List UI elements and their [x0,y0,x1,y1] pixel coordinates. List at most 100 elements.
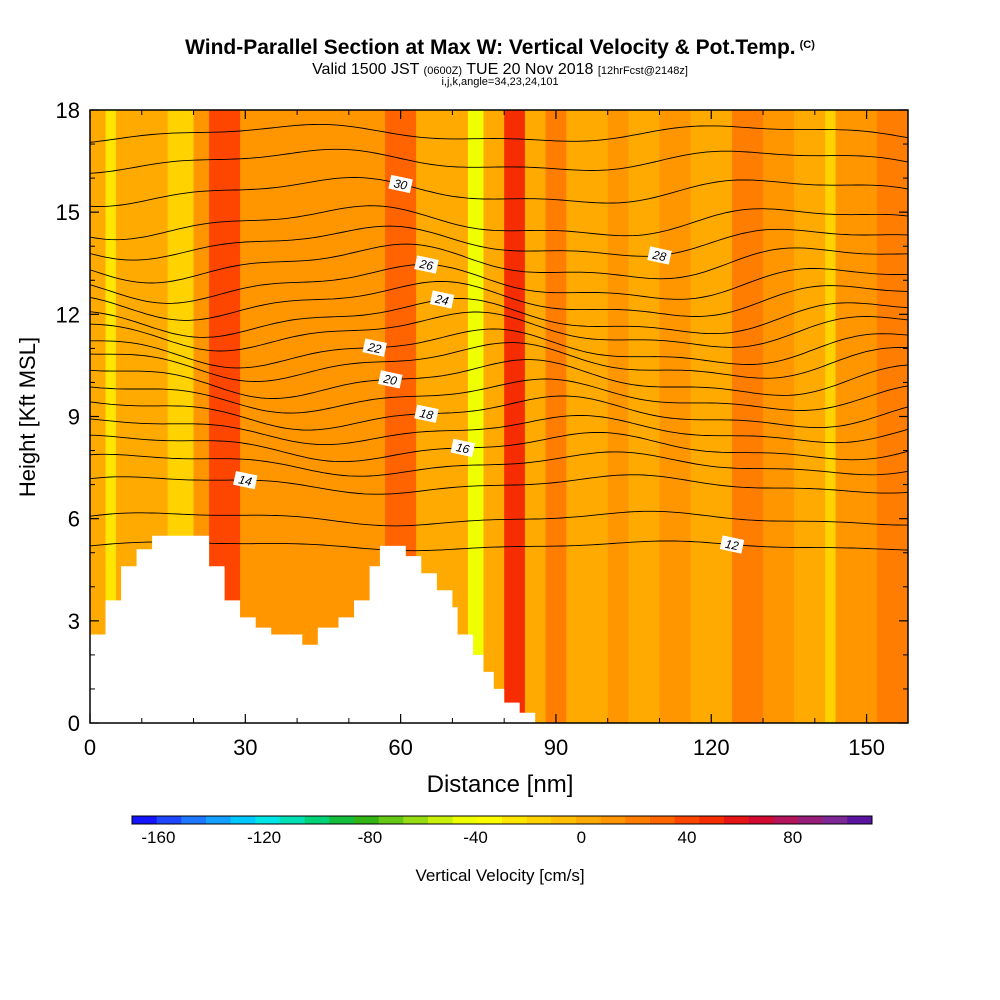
colorbar-swatch [724,816,749,824]
contour-label-text: 20 [381,371,398,388]
theta-contour-line [90,378,908,414]
theta-contour-line [90,540,908,552]
colorbar-tick-label: 80 [783,828,802,847]
velocity-column [835,110,878,723]
theta-contour-line [90,281,908,321]
y-tick-label: 6 [68,507,80,532]
colorbar-swatch [428,816,453,824]
contour-label-text: 30 [393,176,409,193]
colorbar-swatch [304,816,330,824]
contour-label-box [414,255,439,274]
y-axis-title: Height [Kft MSL] [15,337,40,497]
colorbar-swatch [600,816,626,824]
theta-contour-line [90,359,908,399]
utc-time: (0600Z) [423,65,463,77]
colorbar-tick-label: 40 [678,828,697,847]
theta-contour-line [90,431,908,463]
contour-label-box [388,174,413,194]
velocity-column [483,110,505,723]
contour-label-text: 28 [650,248,667,265]
colorbar-swatch [329,816,355,824]
colorbar-tick-label: -80 [358,828,383,847]
colorbar-swatch [255,816,281,824]
colorbar-swatch [403,816,429,824]
colorbar-swatch [773,816,799,824]
colorbar-swatch [132,816,157,824]
contour-label-text: 18 [418,406,434,423]
colorbar-swatch [625,816,651,824]
colorbar-swatch [748,816,774,824]
theta-contour-label: 28 [647,246,672,265]
colorbar-swatch [452,816,478,824]
axes: 0 30 60 90 120 150 0 3 6 9 12 15 18 [56,98,908,760]
velocity-column [524,110,547,723]
velocity-column [690,110,733,723]
velocity-column [105,110,117,723]
y-tick-label: 18 [56,98,80,123]
contour-label-box [378,370,403,389]
theta-contour-line [90,474,908,495]
theta-contour-line [90,177,908,208]
theta-contour-line [90,342,908,382]
theta-contours [90,123,908,552]
y-tick-label: 15 [56,200,80,225]
colorbar-title: Vertical Velocity [cm/s] [415,866,584,885]
y-tick-label: 12 [56,302,80,327]
velocity-column [504,110,526,723]
colorbar-tick-label: -160 [141,828,175,847]
colorbar-swatch [674,816,700,824]
velocity-column [731,110,764,723]
theta-contour-line [90,225,908,261]
theta-contour-line [90,205,908,241]
theta-contour-label: 26 [414,255,439,274]
theta-contour-line [90,395,908,431]
contour-label-text: 26 [417,257,434,274]
terrain-mask [90,535,536,723]
theta-contour-label: 22 [362,338,387,357]
velocity-column [659,110,692,723]
chart-subtitle: Valid 1500 JST (0600Z) TUE 20 Nov 2018 [… [0,61,1000,79]
colorbar-swatch [822,816,848,824]
colorbar-swatch [230,816,256,824]
theta-contour-label: 12 [719,535,745,554]
colorbar-frame [131,815,873,825]
colorbar-swatch [354,816,379,824]
forecast-date: TUE 20 Nov 2018 [466,61,594,78]
chart-title: Wind-Parallel Section at Max W: Vertical… [0,36,1000,60]
contour-label-box [362,338,387,357]
contour-label-box [719,535,745,554]
theta-contour-line [90,328,908,369]
colorbar-swatch [206,816,231,824]
contour-label-box [414,404,439,423]
x-tick-label: 150 [848,735,885,760]
contour-label-text: 12 [724,537,740,554]
forecast-run: [12hrFcst@2148z] [597,65,688,77]
theta-contour-label: 24 [429,290,455,309]
theta-contour-label: 14 [233,470,258,490]
colorbar-swatch [576,816,601,824]
theta-contour-line [90,414,908,446]
contour-label-text: 22 [366,340,383,357]
theta-contour-line [90,243,908,284]
colorbar-swatch [378,816,404,824]
colorbar-swatch [526,816,552,824]
contour-label-text: 24 [433,292,450,309]
x-tick-label: 0 [84,735,96,760]
contour-label-text: 16 [455,440,471,457]
theta-contour-line [90,264,908,304]
x-axis-title: Distance [nm] [427,771,574,798]
colorbar-swatch [551,816,577,824]
theta-contour-label: 30 [388,174,413,194]
colorbar-swatch [650,816,675,824]
theta-contour-label: 16 [450,438,476,458]
colorbar-tick-label: -120 [247,828,281,847]
colorbar-swatch [477,816,503,824]
theta-contour-label: 20 [378,370,403,389]
colorbar-swatch [181,816,207,824]
x-tick-label: 30 [233,735,257,760]
colorbar-swatch [502,816,527,824]
velocity-column [825,110,837,723]
velocity-column [794,110,826,723]
x-tick-label: 120 [693,735,730,760]
